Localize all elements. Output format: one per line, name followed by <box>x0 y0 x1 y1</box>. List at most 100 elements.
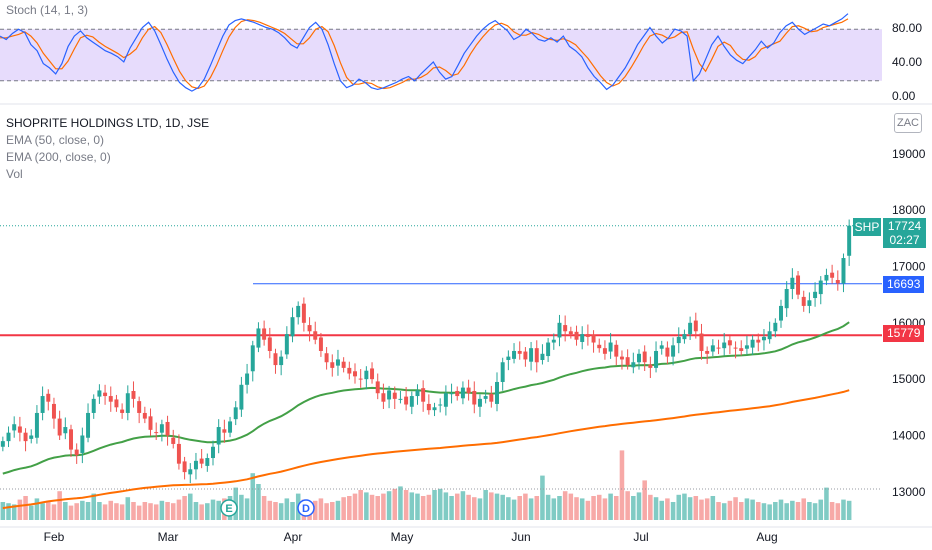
candle-body <box>466 387 471 394</box>
candle-body <box>614 344 619 357</box>
volume-label[interactable]: Vol <box>6 167 23 181</box>
volume-bar <box>97 502 102 520</box>
candle-body <box>137 401 142 413</box>
candle-body <box>648 364 653 368</box>
ema50-line <box>2 321 850 475</box>
candle-body <box>574 331 579 340</box>
candle-body <box>91 398 96 413</box>
candle-body <box>108 396 113 402</box>
candle-body <box>148 416 153 430</box>
candle-body <box>597 344 602 349</box>
candle-body <box>74 449 79 456</box>
candle-body <box>659 345 664 349</box>
volume-bar <box>551 498 557 520</box>
volume-bar <box>375 496 380 520</box>
volume-bar <box>579 498 585 520</box>
candle-body <box>233 407 238 420</box>
x-tick-label: Feb <box>44 530 65 544</box>
volume-bar <box>443 492 449 520</box>
candle-body <box>330 362 335 368</box>
candle-body <box>568 331 573 335</box>
candle-body <box>69 429 73 450</box>
candle-body <box>63 427 68 434</box>
currency-badge[interactable]: ZAC <box>894 113 922 133</box>
candle-body <box>216 427 221 445</box>
candle-body <box>784 289 789 309</box>
candle-body <box>40 396 45 413</box>
candle-body <box>807 300 812 306</box>
volume-bar <box>392 488 398 520</box>
candle-body <box>51 403 56 419</box>
stoch-level-40: 40.00 <box>892 55 923 69</box>
candle-body <box>171 437 176 444</box>
candle-body <box>432 407 437 411</box>
candle-body <box>46 393 51 402</box>
ema50-label[interactable]: EMA (50, close, 0) <box>6 133 105 147</box>
candle-body <box>438 404 443 406</box>
volume-bar <box>136 505 142 520</box>
volume-bar <box>591 496 596 520</box>
candle-body <box>835 280 840 284</box>
candle-body <box>6 432 11 442</box>
volume-bar <box>846 500 852 520</box>
candle-body <box>17 426 22 433</box>
x-tick-label: Jun <box>511 530 530 544</box>
candle-body <box>443 393 448 407</box>
candle-body <box>228 421 233 433</box>
candle-body <box>602 348 607 354</box>
candle-body <box>619 356 624 360</box>
volume-bar <box>415 493 420 520</box>
ema200-label[interactable]: EMA (200, close, 0) <box>6 150 111 164</box>
volume-bar <box>602 498 608 520</box>
candle-body <box>267 337 272 351</box>
volume-bar <box>557 496 562 520</box>
candle-body <box>159 424 164 433</box>
candle-body <box>0 441 5 447</box>
last-price-tag: 17724 02:27 <box>883 218 926 248</box>
candle-body <box>205 458 210 466</box>
volume-bar <box>460 491 466 520</box>
candle-body <box>262 328 267 340</box>
volume-bar <box>278 503 284 520</box>
candle-body <box>398 398 403 400</box>
candle-body <box>665 347 670 357</box>
volume-bar <box>108 500 114 520</box>
stoch-level-80: 80.00 <box>892 21 923 35</box>
candle-body <box>80 435 85 453</box>
candle-body <box>756 339 761 343</box>
volume-bar <box>596 494 602 520</box>
volume-bar <box>341 497 346 520</box>
candle-body <box>585 334 590 337</box>
volume-bar <box>148 503 153 520</box>
volume-bar <box>540 475 545 520</box>
candle-body <box>517 350 522 354</box>
candle-body <box>733 347 738 349</box>
volume-bar <box>131 502 136 520</box>
volume-bar <box>347 496 352 520</box>
x-tick-label: Mar <box>158 530 179 544</box>
stoch-band <box>0 29 882 81</box>
volume-bar <box>721 503 727 520</box>
volume-bar <box>335 500 341 520</box>
volume-bar <box>841 499 846 520</box>
volume-bar <box>28 505 34 520</box>
candle-body <box>324 353 329 363</box>
event-marker <box>297 499 315 517</box>
candle-body <box>301 303 306 323</box>
volume-bar <box>472 497 477 520</box>
candle-body <box>313 331 318 340</box>
volume-bar <box>648 494 653 520</box>
y-tick-label: 14000 <box>892 428 926 442</box>
candle-body <box>642 351 647 363</box>
chart-legend: SHOPRITE HOLDINGS LTD, 1D, JSE EMA (50, … <box>6 115 209 183</box>
volume-bar <box>188 493 193 520</box>
volume-bar <box>574 497 579 520</box>
candle-body <box>676 336 681 344</box>
volume-bar <box>250 473 256 520</box>
volume-bar <box>801 498 806 520</box>
candle-body <box>245 373 250 385</box>
candle-body <box>472 390 477 405</box>
symbol-title[interactable]: SHOPRITE HOLDINGS LTD, 1D, JSE <box>6 116 210 130</box>
stoch-indicator-label[interactable]: Stoch (14, 1, 3) <box>6 3 89 17</box>
